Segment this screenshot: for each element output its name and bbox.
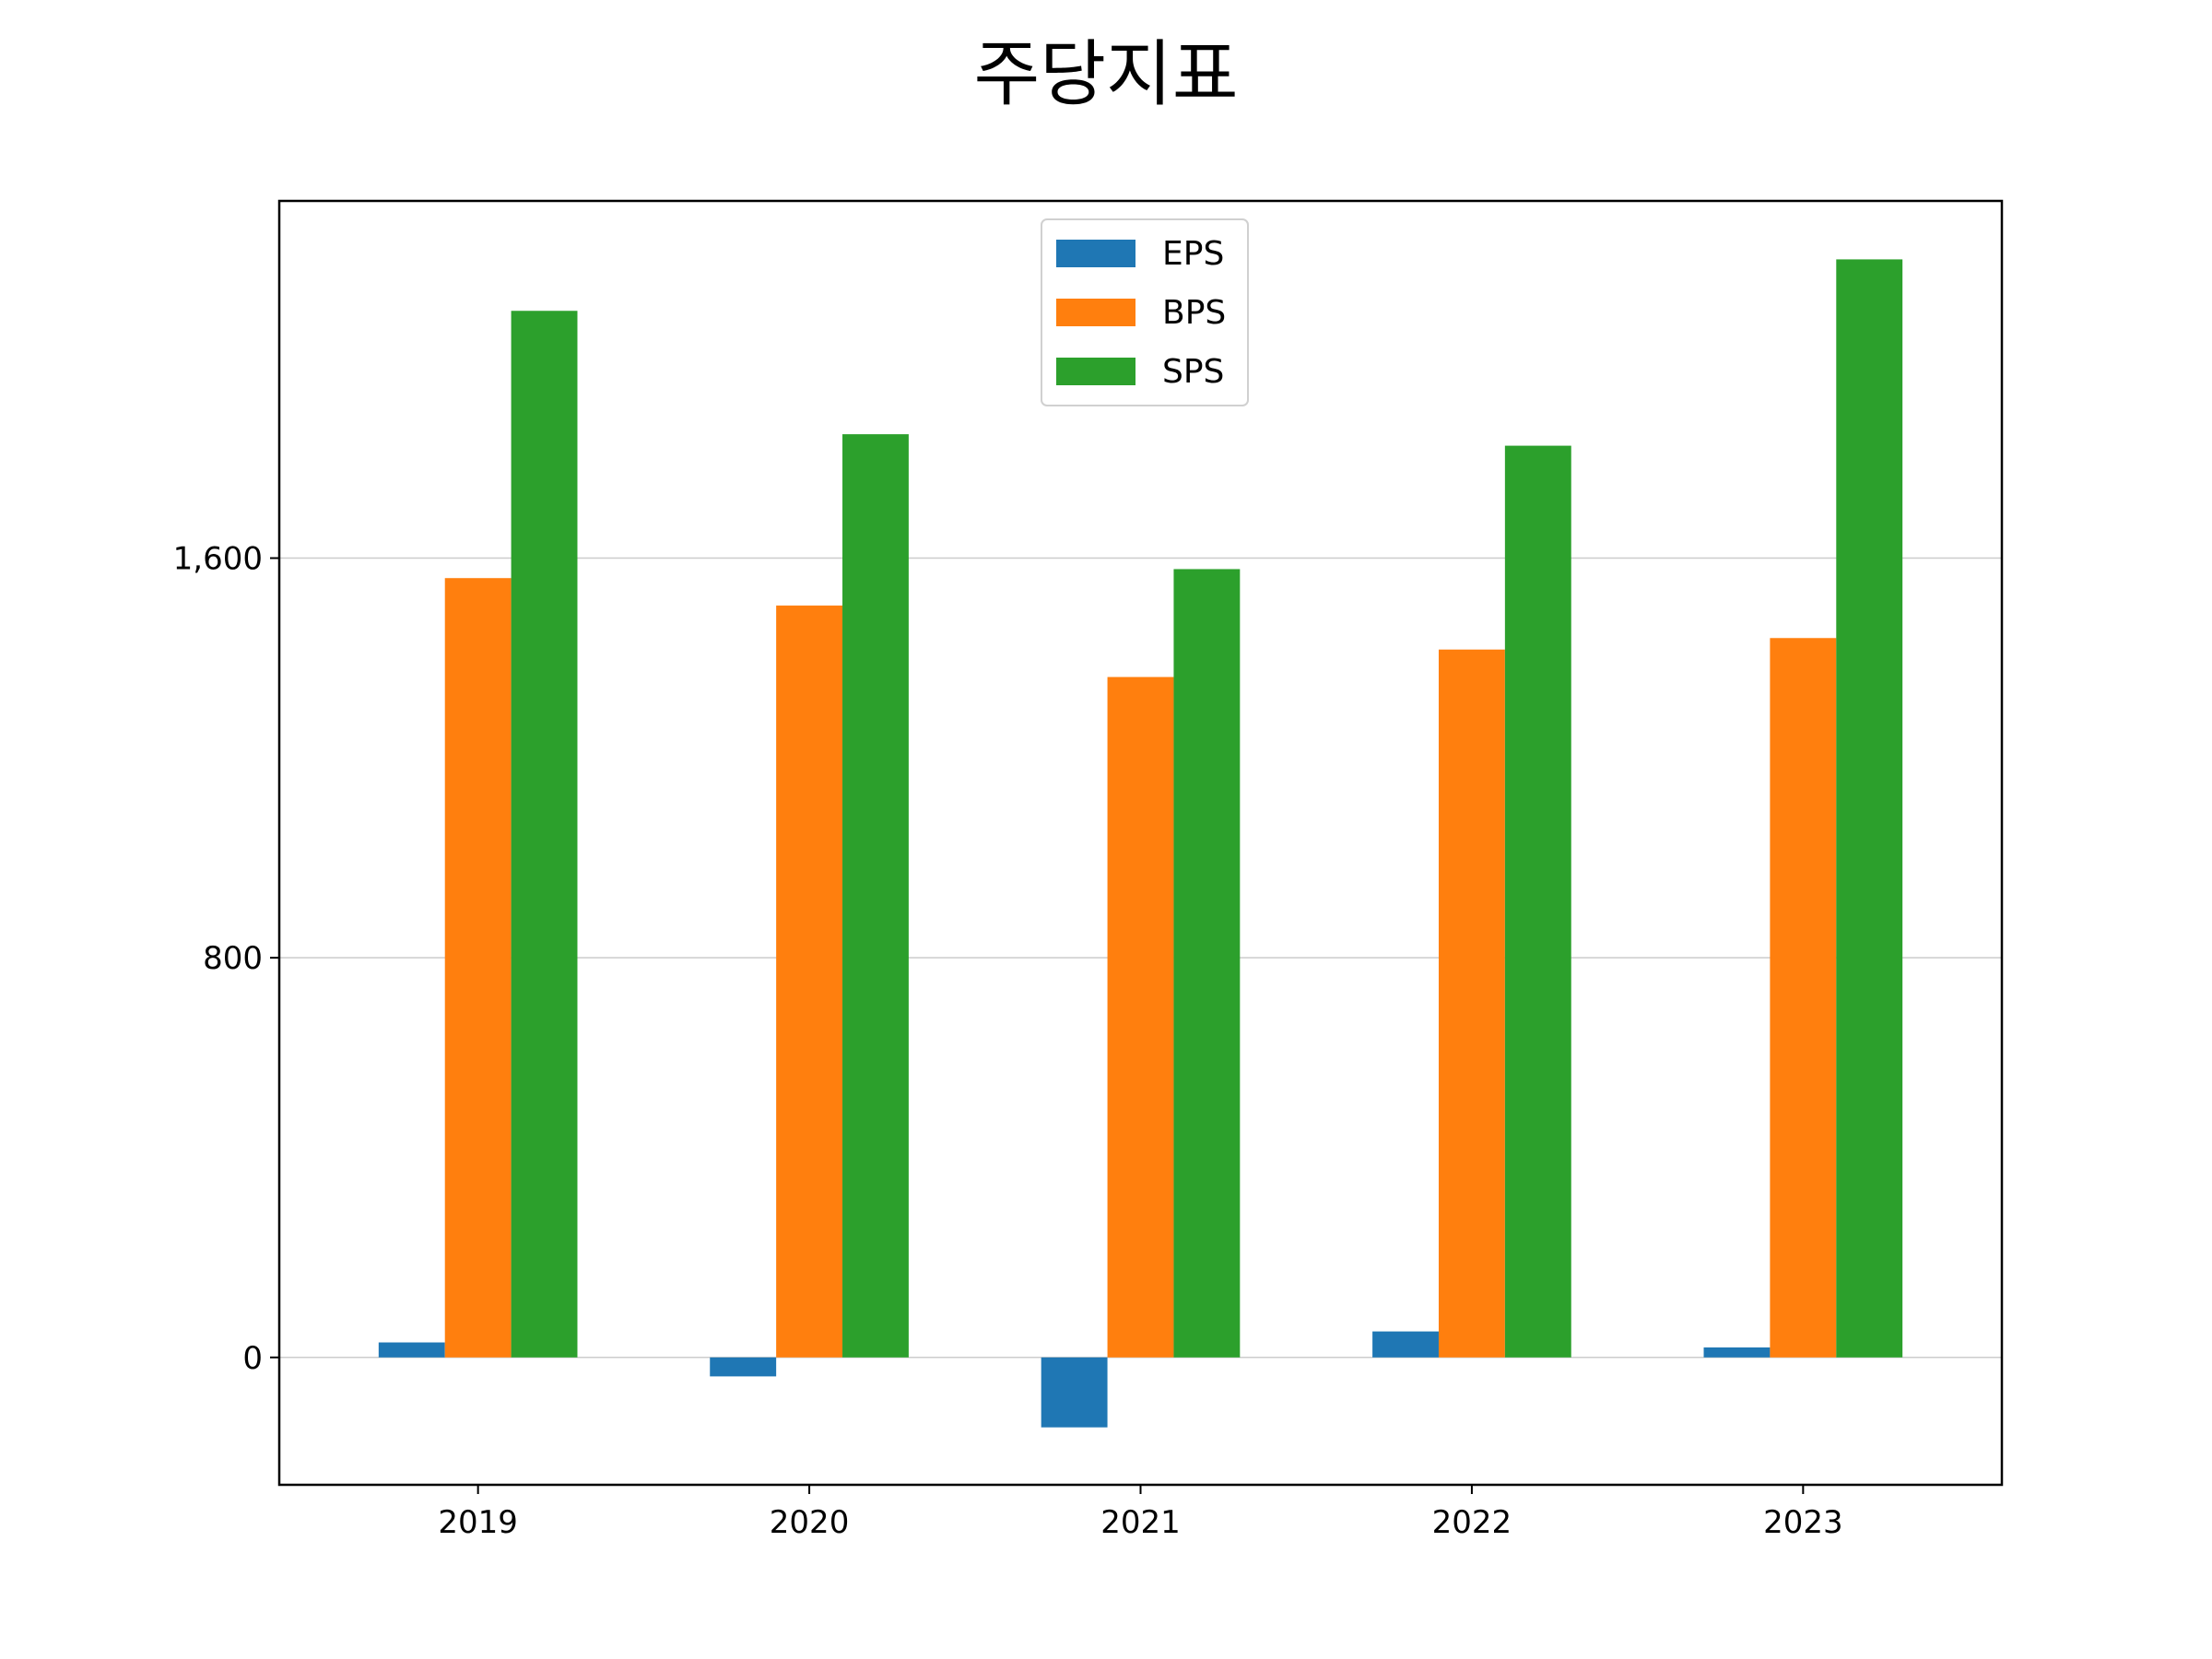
bar-eps-2021	[1041, 1357, 1108, 1428]
x-tick-label: 2020	[770, 1504, 850, 1541]
y-tick-label: 1,600	[173, 541, 263, 578]
bar-eps-2022	[1372, 1331, 1439, 1358]
bars	[378, 259, 1903, 1428]
bar-eps-2023	[1703, 1347, 1771, 1358]
x-tick-label: 2019	[438, 1504, 518, 1541]
plot-frame	[277, 199, 2004, 1487]
bar-sps-2021	[1173, 569, 1241, 1358]
x-tick-label: 2022	[1432, 1504, 1512, 1541]
legend-swatch-sps	[1056, 358, 1135, 385]
legend-label-sps: SPS	[1162, 353, 1224, 391]
legend-swatch-eps	[1056, 240, 1135, 267]
bar-sps-2020	[842, 434, 909, 1358]
bar-sps-2022	[1504, 445, 1571, 1358]
bar-eps-2020	[710, 1357, 777, 1377]
bar-bps-2023	[1770, 638, 1837, 1358]
bar-sps-2023	[1836, 259, 1903, 1358]
x-tick-label: 2021	[1100, 1504, 1181, 1541]
bar-bps-2020	[776, 606, 843, 1358]
bar-bps-2021	[1107, 677, 1174, 1358]
y-tick-label: 0	[242, 1340, 263, 1377]
bar-bps-2019	[444, 578, 512, 1358]
bar-sps-2019	[511, 311, 578, 1358]
chart-title: 주당지표	[973, 33, 1239, 116]
bar-bps-2022	[1438, 649, 1505, 1358]
axis-ticks: 0 800 1,600 2019 2020 2021 2022 2023	[173, 541, 1843, 1541]
legend: EPS BPS SPS	[1041, 218, 1249, 406]
bar-eps-2019	[378, 1342, 445, 1358]
y-tick-label: 800	[203, 940, 263, 977]
x-tick-label: 2023	[1763, 1504, 1843, 1541]
legend-label-bps: BPS	[1162, 294, 1226, 332]
legend-label-eps: EPS	[1162, 235, 1224, 273]
legend-swatch-bps	[1056, 299, 1135, 326]
